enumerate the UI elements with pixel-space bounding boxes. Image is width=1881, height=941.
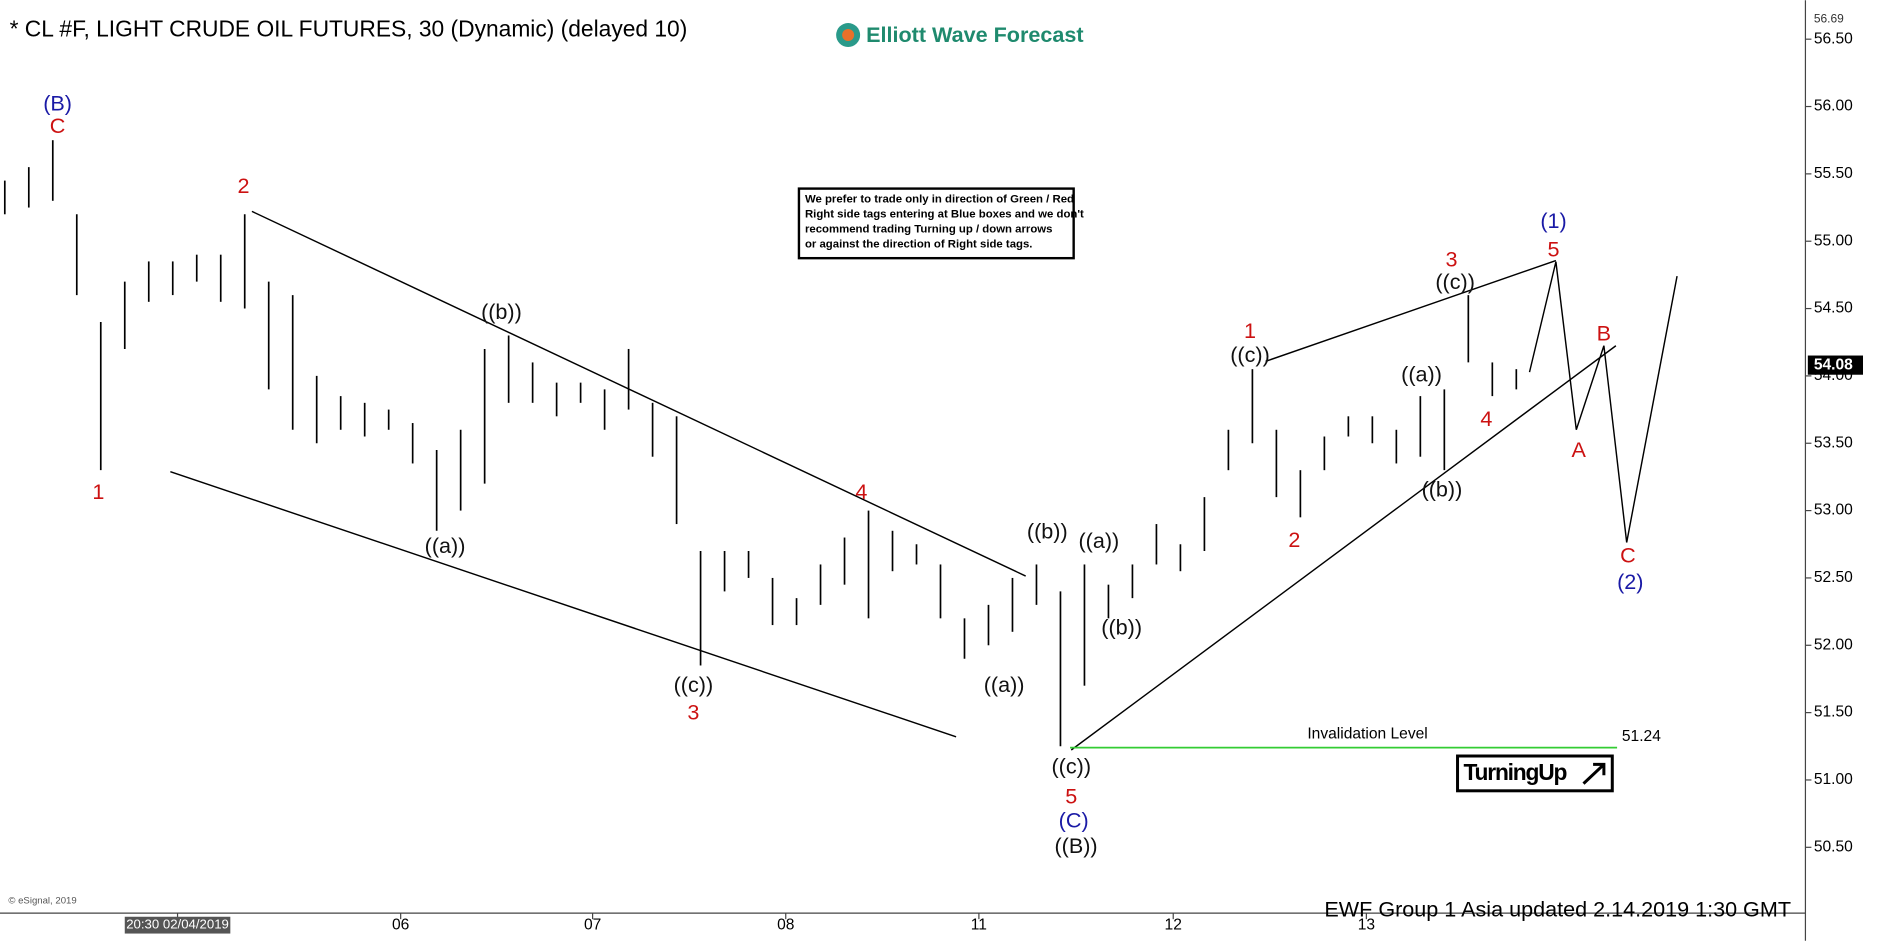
wave-label: ((a)) — [984, 672, 1025, 697]
wave-label: ((B)) — [1054, 833, 1097, 858]
y-tick-label: 52.00 — [1814, 636, 1853, 653]
wave-label: ((c)) — [1051, 754, 1091, 779]
x-tick-label: 11 — [971, 916, 987, 933]
channel-line — [170, 471, 957, 738]
y-tick-label: 56.50 — [1814, 30, 1853, 47]
wave-label: C — [1620, 543, 1636, 568]
projection-path — [1528, 261, 1678, 543]
wave-label: 4 — [1480, 406, 1492, 431]
x-tick-label: 06 — [392, 916, 409, 933]
wave-label: 1 — [1244, 318, 1256, 343]
wave-label: C — [50, 113, 66, 138]
y-tick-label: 53.00 — [1814, 502, 1853, 519]
y-tick-label: 55.50 — [1814, 165, 1853, 182]
wave-label: (C) — [1059, 808, 1089, 833]
wave-label: 3 — [687, 700, 699, 725]
y-tick-label: 54.50 — [1814, 300, 1853, 317]
wave-label: ((a)) — [425, 533, 466, 558]
wave-label: A — [1571, 437, 1586, 462]
wave-lines — [170, 210, 1678, 751]
notice-line: We prefer to trade only in direction of … — [805, 193, 1074, 205]
wave-label: ((c)) — [1435, 269, 1475, 294]
x-tick-label: 07 — [584, 916, 601, 933]
copyright: © eSignal, 2019 — [8, 896, 76, 907]
wave-label: ((b)) — [1101, 615, 1142, 640]
wave-label: ((c)) — [674, 672, 714, 697]
y-tick-label: 55.00 — [1814, 232, 1853, 249]
wave-label: (1) — [1540, 208, 1566, 233]
logo-text: Elliott Wave Forecast — [866, 22, 1083, 47]
turning-tag-text: TurningUp — [1464, 759, 1567, 785]
wave-label: ((a)) — [1078, 528, 1119, 553]
turning-arrow — [1582, 762, 1606, 785]
wave-label: 3 — [1446, 246, 1458, 271]
wave-label: 1 — [92, 479, 104, 504]
notice-line: recommend trading Turning up / down arro… — [805, 223, 1053, 235]
wave-label: 5 — [1065, 784, 1077, 809]
chart-title: * CL #F, LIGHT CRUDE OIL FUTURES, 30 (Dy… — [10, 15, 688, 41]
wave-label: (2) — [1617, 569, 1643, 594]
x-tick-label-bg — [124, 916, 231, 934]
wave-label: ((b)) — [1027, 519, 1068, 544]
y-tick-label: 51.50 — [1814, 704, 1853, 721]
wedge-line — [1265, 259, 1557, 363]
wave-label: ((b)) — [481, 299, 522, 324]
footer: EWF Group 1 Asia updated 2.14.2019 1:30 … — [1324, 896, 1791, 921]
notice-line: Right side tags entering at Blue boxes a… — [805, 208, 1084, 220]
logo: Elliott Wave Forecast — [836, 22, 1084, 48]
x-tick-label: 08 — [777, 916, 794, 933]
invalidation-label: Invalidation Level — [1307, 726, 1427, 743]
notice: We prefer to trade only in direction of … — [805, 193, 1084, 250]
wave-label: 2 — [1288, 527, 1300, 552]
wave-label: ((c)) — [1230, 342, 1270, 367]
y-tick-label: 50.50 — [1814, 838, 1853, 855]
wave-label: ((b)) — [1422, 477, 1463, 502]
x-tick-label: 13 — [1358, 916, 1375, 933]
y-tick-label: 51.00 — [1814, 771, 1853, 788]
x-tick-label: 12 — [1165, 916, 1182, 933]
wave-label: ((a)) — [1401, 361, 1442, 386]
x-tick-label: 20:30 02/04/2019 — [126, 917, 229, 932]
invalidation-value: 51.24 — [1622, 728, 1661, 745]
wave-label: (B) — [43, 90, 72, 115]
wedge-line — [1070, 345, 1617, 751]
turning-tag — [1456, 754, 1614, 793]
wave-label: 2 — [238, 173, 250, 198]
wave-label: 5 — [1547, 237, 1559, 262]
y-tick-label: 52.50 — [1814, 569, 1853, 586]
wave-label: B — [1597, 321, 1611, 346]
y-tick-label: 56.00 — [1814, 98, 1853, 115]
notice-line: or against the direction of Right side t… — [805, 238, 1033, 250]
last-price-bg — [1807, 355, 1864, 375]
top-price: 56.69 — [1814, 12, 1844, 26]
y-tick-label: 53.50 — [1814, 434, 1853, 451]
notice-box — [797, 187, 1075, 260]
channel-line — [251, 210, 1026, 577]
logo-icon — [842, 29, 855, 42]
last-price: 54.08 — [1814, 356, 1853, 373]
wave-label: 4 — [855, 479, 867, 504]
